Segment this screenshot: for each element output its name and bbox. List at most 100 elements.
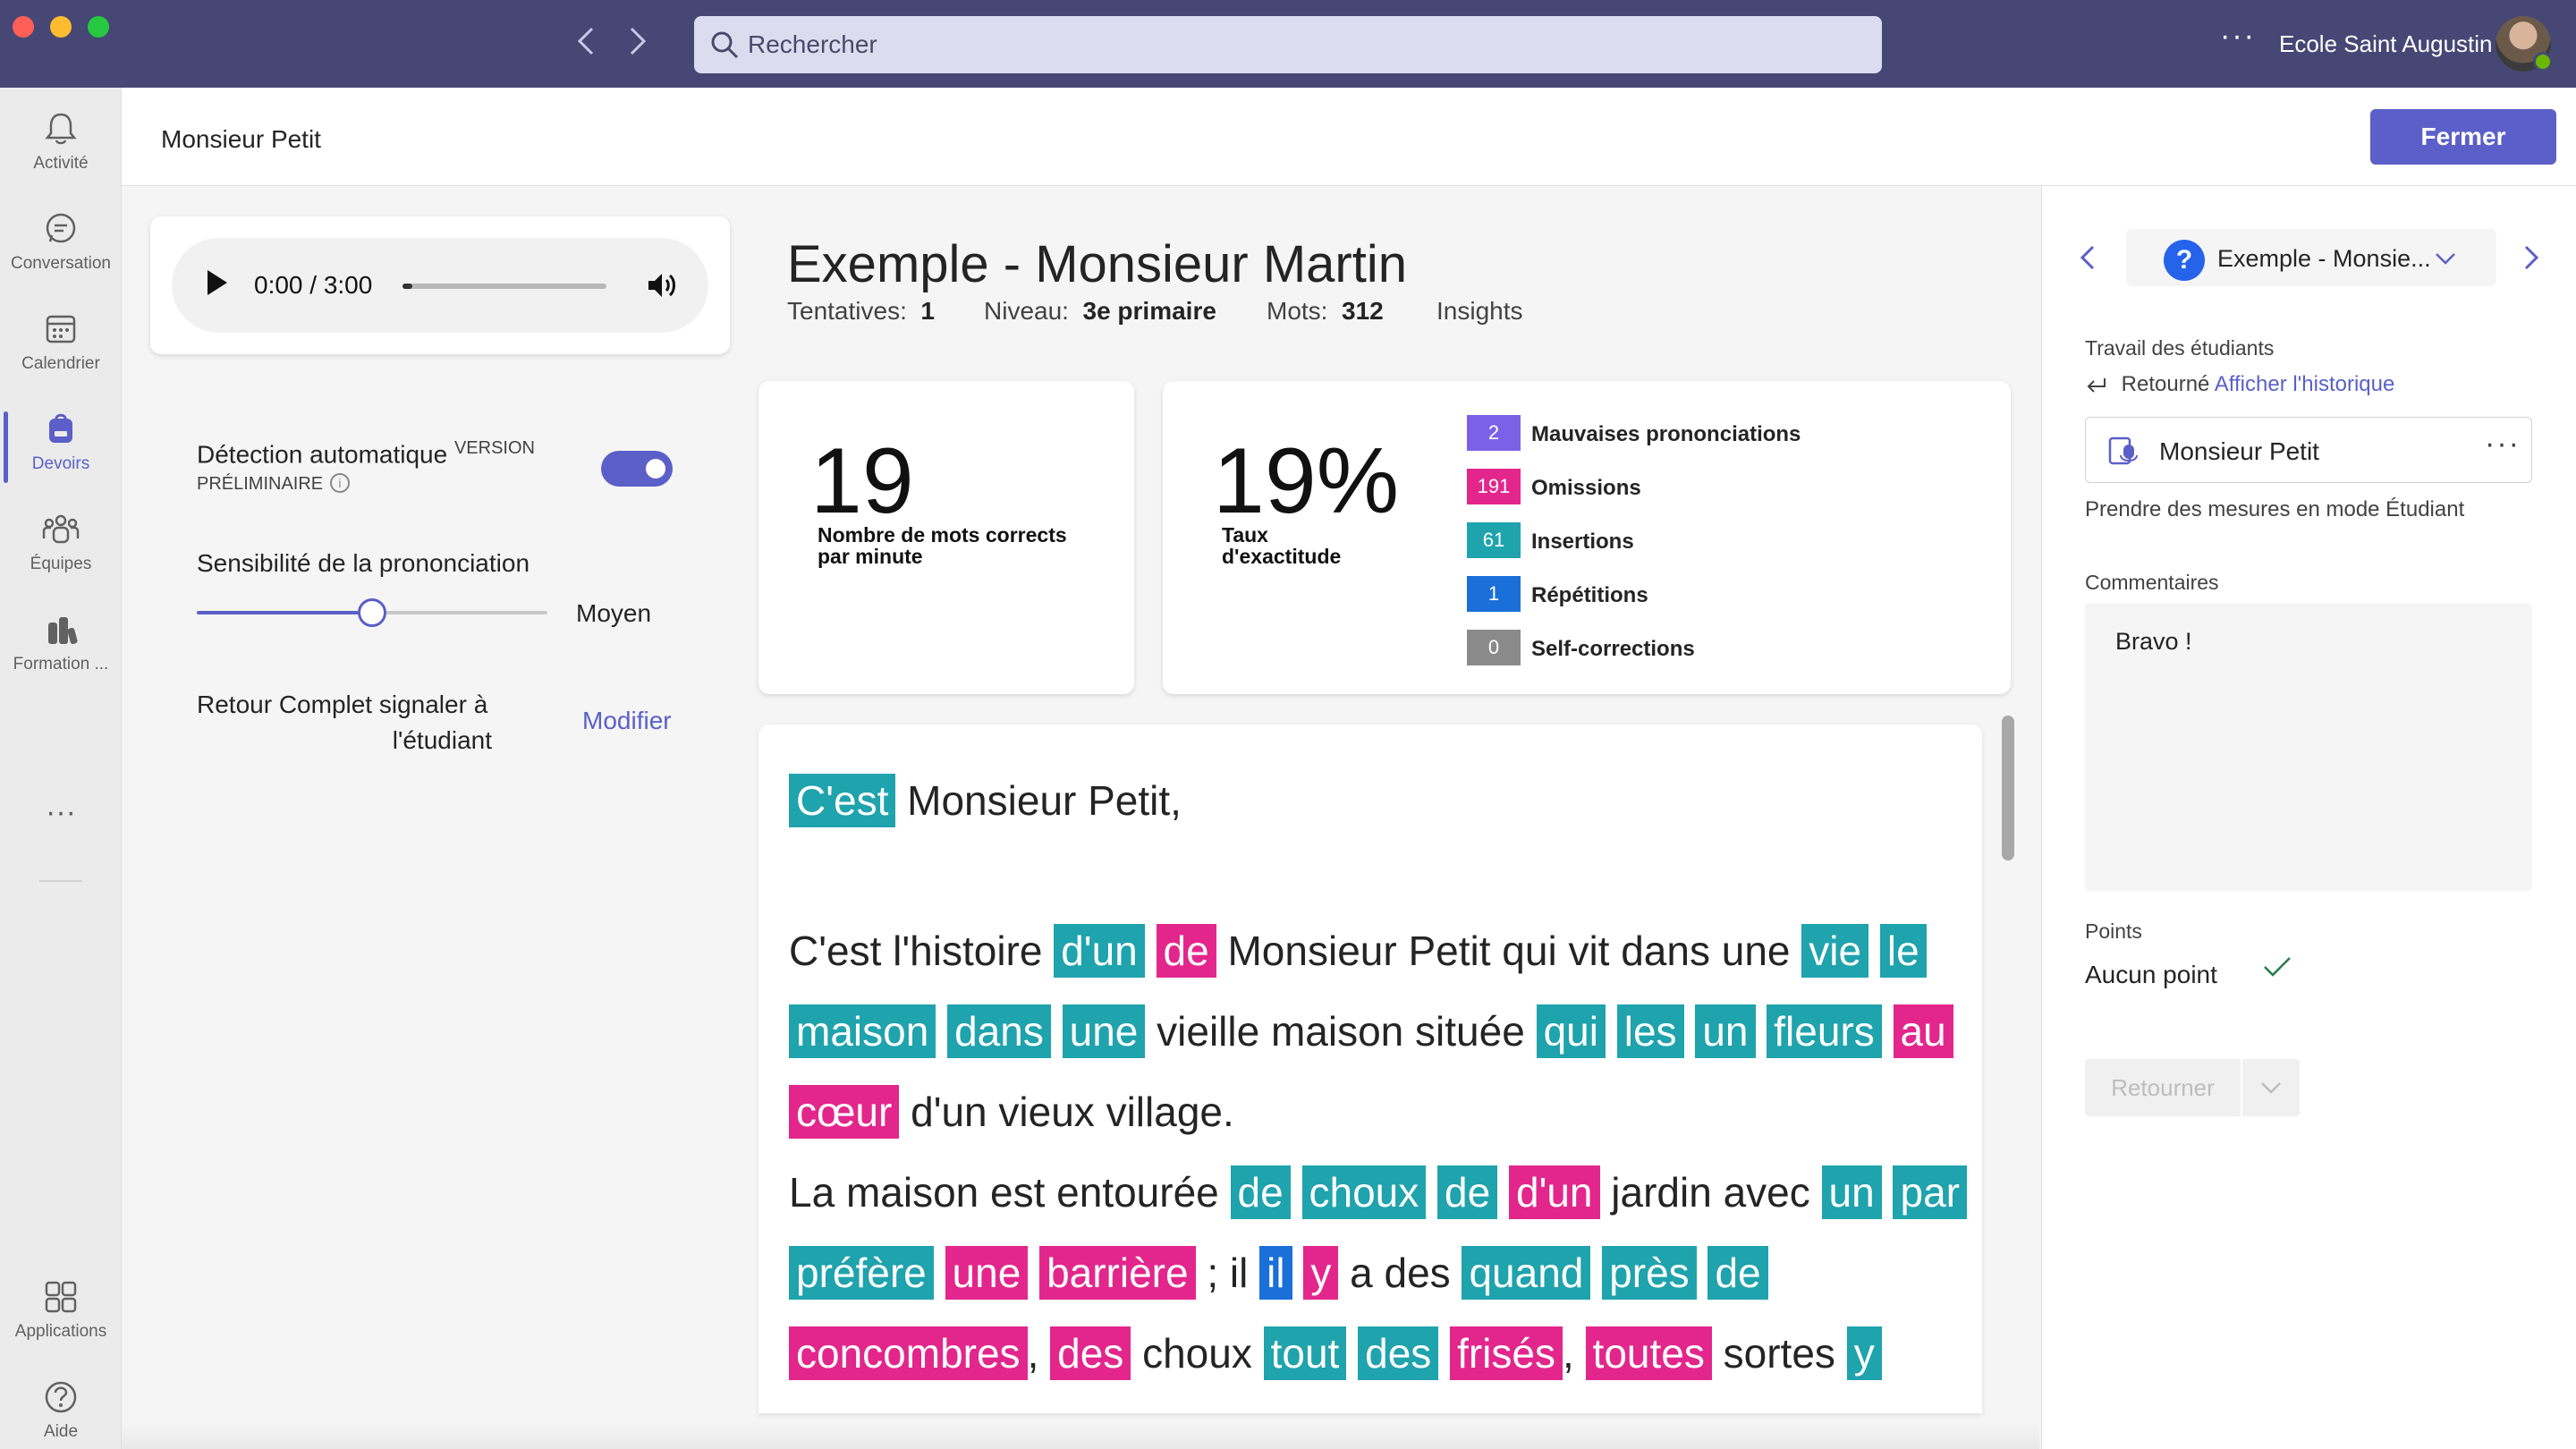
rail-divider: [39, 880, 82, 882]
bell-icon: [45, 113, 77, 145]
word-insertion[interactable]: un: [1695, 1004, 1756, 1058]
audio-seek-bar[interactable]: [402, 284, 606, 289]
passage-paragraph: C'est l'histoire d'un de Monsieur Petit …: [789, 911, 1970, 1152]
more-options-icon[interactable]: ···: [2220, 19, 2256, 53]
passage-text-segment: Monsieur Petit qui vit dans une: [1216, 928, 1802, 974]
passage-text-segment: sortes: [1711, 1330, 1847, 1377]
word-omission[interactable]: de: [1156, 924, 1216, 978]
word-insertion[interactable]: y: [1846, 1326, 1882, 1380]
more-options-icon[interactable]: ···: [2485, 427, 2521, 461]
slider-thumb[interactable]: [358, 598, 386, 627]
word-insertion[interactable]: près: [1602, 1246, 1697, 1300]
student-view-link[interactable]: Prendre des mesures en mode Étudiant: [2085, 497, 2465, 521]
word-insertion[interactable]: choux: [1301, 1165, 1427, 1219]
rail-item-assignments[interactable]: Devoirs: [0, 399, 122, 497]
word-insertion[interactable]: les: [1616, 1004, 1684, 1058]
rail-item-teams[interactable]: Équipes: [0, 499, 122, 597]
back-arrow-icon[interactable]: [576, 25, 596, 64]
volume-icon[interactable]: [646, 270, 678, 301]
words-label: Mots:: [1267, 297, 1328, 325]
auto-detect-label: Détection automatique: [197, 440, 448, 469]
auto-detect-setting: Détection automatique VERSION PRÉLIMINAI…: [197, 435, 535, 497]
history-link[interactable]: Afficher l'historique: [2214, 372, 2395, 396]
legend-label: Insertions: [1531, 530, 1634, 554]
next-assignment-icon[interactable]: [2523, 242, 2539, 277]
word-omission[interactable]: d'un: [1508, 1165, 1600, 1219]
points-label: Points: [2085, 919, 2142, 943]
organization-name[interactable]: Ecole Saint Augustin: [2279, 30, 2493, 57]
more-apps-icon[interactable]: ···: [46, 795, 76, 829]
wcpm-caption: Nombre de mots corrects par minute: [818, 524, 1067, 567]
modify-link[interactable]: Modifier: [582, 707, 672, 734]
word-insertion[interactable]: de: [1437, 1165, 1498, 1219]
return-button[interactable]: Retourner: [2085, 1059, 2241, 1116]
student-work-label: Travail des étudiants: [2085, 336, 2275, 360]
close-button[interactable]: Fermer: [2370, 109, 2556, 165]
rail-item-label: Applications: [14, 1322, 107, 1341]
passage-text-segment: [1590, 1250, 1602, 1296]
word-insertion[interactable]: C'est: [789, 774, 896, 827]
play-icon[interactable]: [208, 270, 227, 295]
passage-text-segment: [1756, 1008, 1767, 1055]
word-insertion[interactable]: maison: [789, 1004, 936, 1058]
word-omission[interactable]: cœur: [789, 1085, 900, 1139]
word-insertion[interactable]: qui: [1536, 1004, 1606, 1058]
rail-item-learning[interactable]: Formation ...: [0, 599, 122, 698]
word-insertion[interactable]: d'un: [1054, 924, 1145, 978]
audio-player: 0:00 / 3:00: [172, 238, 708, 333]
passage-text-segment: a des: [1338, 1250, 1462, 1296]
passage-text-segment: d'un vieux village.: [899, 1089, 1234, 1135]
word-omission[interactable]: des: [1050, 1326, 1131, 1380]
comments-field[interactable]: Bravo !: [2085, 603, 2532, 891]
info-icon[interactable]: i: [329, 472, 350, 493]
points-value[interactable]: Aucun point: [2085, 961, 2217, 988]
close-window-button[interactable]: [13, 16, 34, 38]
word-omission[interactable]: toutes: [1585, 1326, 1712, 1380]
previous-assignment-icon[interactable]: [2080, 242, 2096, 277]
word-insertion[interactable]: par: [1893, 1165, 1967, 1219]
sensitivity-slider[interactable]: [197, 598, 547, 627]
word-omission[interactable]: une: [945, 1246, 1029, 1300]
word-omission[interactable]: frisés: [1450, 1326, 1563, 1380]
rail-item-calendar[interactable]: Calendrier: [0, 299, 122, 397]
word-insertion[interactable]: des: [1358, 1326, 1439, 1380]
rail-item-apps[interactable]: Applications: [0, 1267, 122, 1365]
forward-arrow-icon[interactable]: [628, 25, 648, 64]
rail-item-help[interactable]: Aide: [0, 1367, 122, 1449]
passage-text-segment: [1684, 1008, 1696, 1055]
minimize-window-button[interactable]: [50, 16, 72, 38]
word-insertion[interactable]: le: [1879, 924, 1927, 978]
search-bar[interactable]: Rechercher: [694, 16, 1882, 73]
word-repetition[interactable]: il: [1259, 1246, 1292, 1300]
student-submission-card[interactable]: Monsieur Petit ···: [2085, 417, 2532, 483]
word-omission[interactable]: concombres: [789, 1326, 1028, 1380]
word-insertion[interactable]: un: [1821, 1165, 1882, 1219]
return-options-button[interactable]: [2242, 1059, 2300, 1116]
passage-text-segment: jardin avec: [1599, 1169, 1822, 1216]
question-icon: ?: [2164, 240, 2205, 281]
rail-item-chat[interactable]: Conversation: [0, 199, 122, 297]
passage-text-segment: [1426, 1169, 1437, 1216]
word-insertion[interactable]: tout: [1263, 1326, 1347, 1380]
maximize-window-button[interactable]: [88, 16, 109, 38]
word-insertion[interactable]: préfère: [789, 1246, 934, 1300]
word-insertion[interactable]: quand: [1462, 1246, 1591, 1300]
rail-item-activity[interactable]: Activité: [0, 98, 122, 197]
word-omission[interactable]: au: [1893, 1004, 1953, 1058]
word-insertion[interactable]: vie: [1801, 924, 1869, 978]
word-insertion[interactable]: dans: [947, 1004, 1051, 1058]
word-insertion[interactable]: de: [1707, 1246, 1768, 1300]
title-bar: Rechercher ··· Ecole Saint Augustin: [0, 0, 2576, 88]
bottom-edge: [122, 1422, 2039, 1449]
word-insertion[interactable]: de: [1230, 1165, 1291, 1219]
accuracy-caption: Taux d'exactitude: [1222, 524, 1341, 567]
passage-text-segment: [1882, 1169, 1894, 1216]
word-insertion[interactable]: une: [1062, 1004, 1146, 1058]
word-omission[interactable]: y: [1303, 1246, 1339, 1300]
auto-detect-toggle[interactable]: [601, 451, 673, 487]
word-omission[interactable]: barrière: [1039, 1246, 1196, 1300]
word-insertion[interactable]: fleurs: [1767, 1004, 1882, 1058]
passage-scrollbar[interactable]: [2002, 716, 2014, 860]
assignment-selector[interactable]: ? Exemple - Monsie...: [2126, 229, 2496, 286]
insights-link[interactable]: Insights: [1436, 297, 1523, 325]
